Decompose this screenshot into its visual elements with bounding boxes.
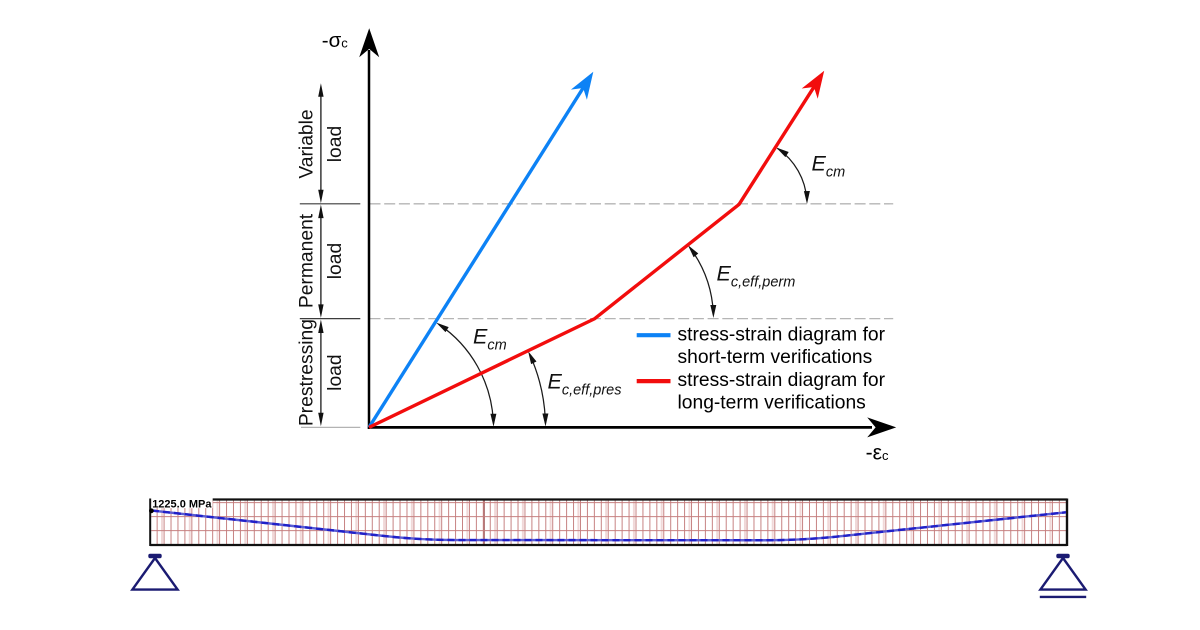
svg-text:load: load xyxy=(325,354,346,390)
svg-text:short-term verifications: short-term verifications xyxy=(678,347,873,368)
svg-text:Permanent: Permanent xyxy=(297,213,318,308)
svg-text:load: load xyxy=(325,126,346,162)
svg-text:1225.0 MPa: 1225.0 MPa xyxy=(152,499,212,511)
svg-text:Prestressing: Prestressing xyxy=(297,319,318,426)
svg-text:stress-strain diagram for: stress-strain diagram for xyxy=(678,325,886,346)
svg-text:-σc: -σc xyxy=(322,29,348,52)
svg-text:load: load xyxy=(325,243,346,279)
svg-text:-εc: -εc xyxy=(866,441,889,464)
svg-text:stress-strain diagram for: stress-strain diagram for xyxy=(678,370,886,391)
svg-text:long-term verifications: long-term verifications xyxy=(678,393,866,414)
svg-text:Variable: Variable xyxy=(297,109,318,178)
